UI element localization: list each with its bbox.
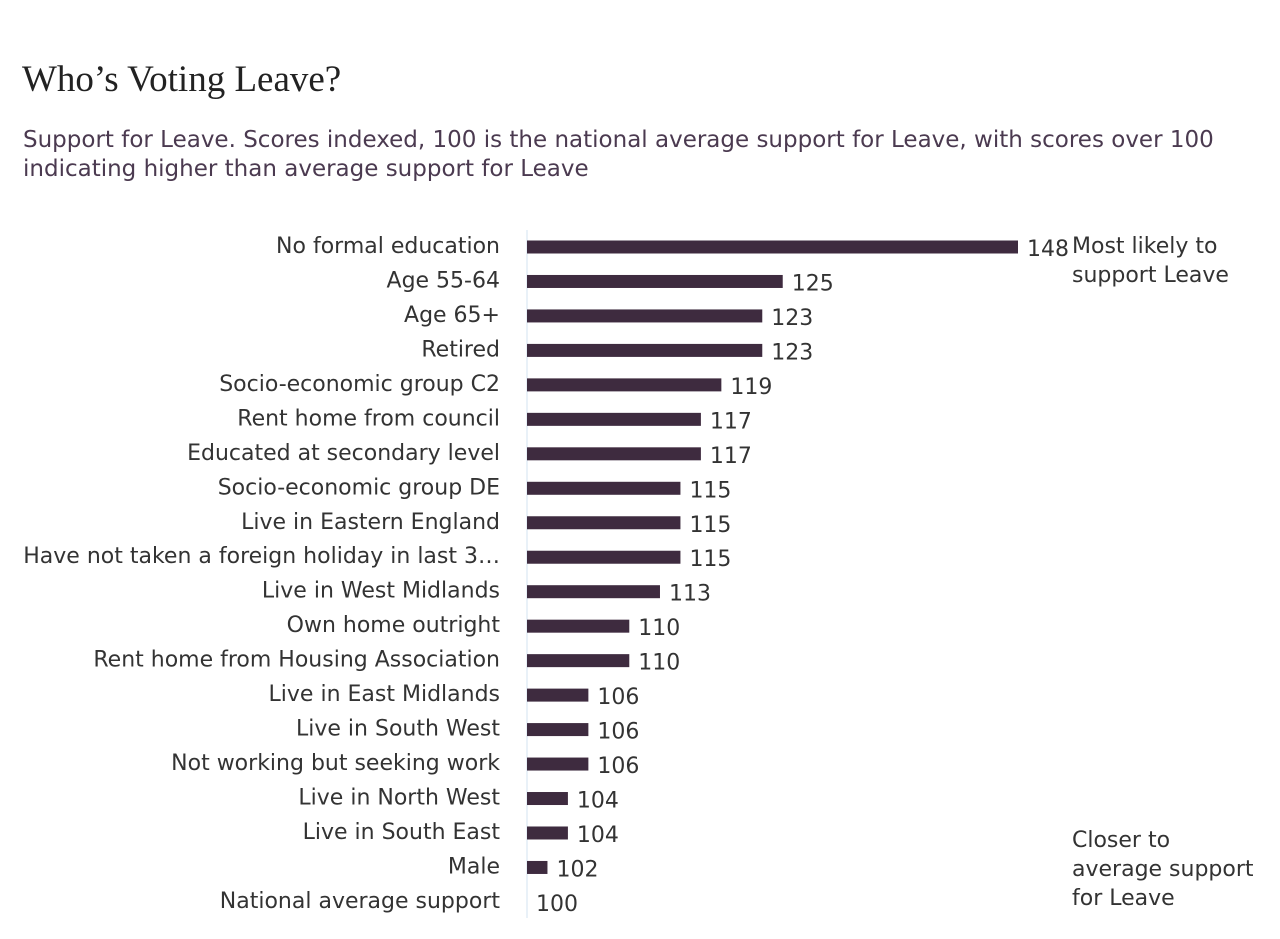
- bar: [527, 688, 589, 702]
- value-label: 123: [771, 306, 813, 331]
- category-label: No formal education: [276, 234, 500, 259]
- chart-title: Who’s Voting Leave?: [22, 59, 342, 100]
- bar: [527, 757, 589, 771]
- value-label: 119: [730, 375, 772, 400]
- category-label: Live in Eastern England: [241, 510, 500, 535]
- bar: [527, 792, 568, 806]
- category-label: Live in North West: [298, 786, 500, 811]
- chart-subtitle: Support for Leave. Scores indexed, 100 i…: [23, 127, 1214, 182]
- category-label: Educated at secondary level: [187, 441, 500, 466]
- bar: [527, 447, 701, 461]
- category-label: Rent home from Housing Association: [93, 648, 500, 673]
- value-label: 115: [689, 547, 731, 572]
- bar: [527, 860, 548, 874]
- value-label: 106: [597, 754, 639, 779]
- category-label: Socio-economic group C2: [219, 372, 500, 397]
- value-label: 117: [710, 409, 752, 434]
- category-label: Age 65+: [404, 303, 500, 328]
- value-label: 117: [710, 444, 752, 469]
- bar: [527, 309, 763, 323]
- category-label: Socio-economic group DE: [218, 475, 500, 500]
- value-label: 123: [771, 340, 813, 365]
- bar: [527, 826, 568, 840]
- value-label: 110: [638, 651, 680, 676]
- value-label: 115: [689, 478, 731, 503]
- bar: [527, 378, 722, 392]
- value-label: 113: [669, 582, 711, 607]
- category-label: Live in South West: [296, 717, 500, 742]
- value-label: 104: [577, 823, 619, 848]
- value-label: 106: [597, 720, 639, 745]
- bar: [527, 619, 630, 633]
- value-label: 110: [638, 616, 680, 641]
- category-label: Own home outright: [287, 613, 501, 638]
- value-label: 115: [689, 513, 731, 538]
- bar: [527, 654, 630, 668]
- value-label: 148: [1027, 237, 1069, 262]
- category-label: National average support: [220, 889, 501, 914]
- bar: [527, 585, 660, 599]
- category-label: Male: [448, 854, 500, 879]
- category-label: Live in West Midlands: [262, 579, 500, 604]
- category-label: Rent home from council: [237, 406, 500, 431]
- bar: [527, 274, 783, 288]
- category-label: Have not taken a foreign holiday in last…: [23, 544, 500, 569]
- bar: [527, 550, 681, 564]
- bar: [527, 343, 763, 357]
- bar: [527, 516, 681, 530]
- annotation: Closer to average support for Leave: [1072, 828, 1254, 911]
- bar: [527, 240, 1018, 254]
- category-label: Live in East Midlands: [269, 682, 500, 707]
- category-label: Retired: [421, 337, 500, 362]
- category-label: Age 55-64: [387, 268, 500, 293]
- category-label: Live in South East: [303, 820, 501, 845]
- value-label: 102: [556, 857, 598, 882]
- category-label: Not working but seeking work: [171, 751, 500, 776]
- bar: [527, 412, 701, 426]
- annotation: Most likely to support Leave: [1072, 234, 1229, 288]
- value-label: 104: [577, 789, 619, 814]
- value-label: 125: [792, 271, 834, 296]
- value-label: 100: [536, 892, 578, 917]
- bar: [527, 481, 681, 495]
- bar: [527, 723, 589, 737]
- value-label: 106: [597, 685, 639, 710]
